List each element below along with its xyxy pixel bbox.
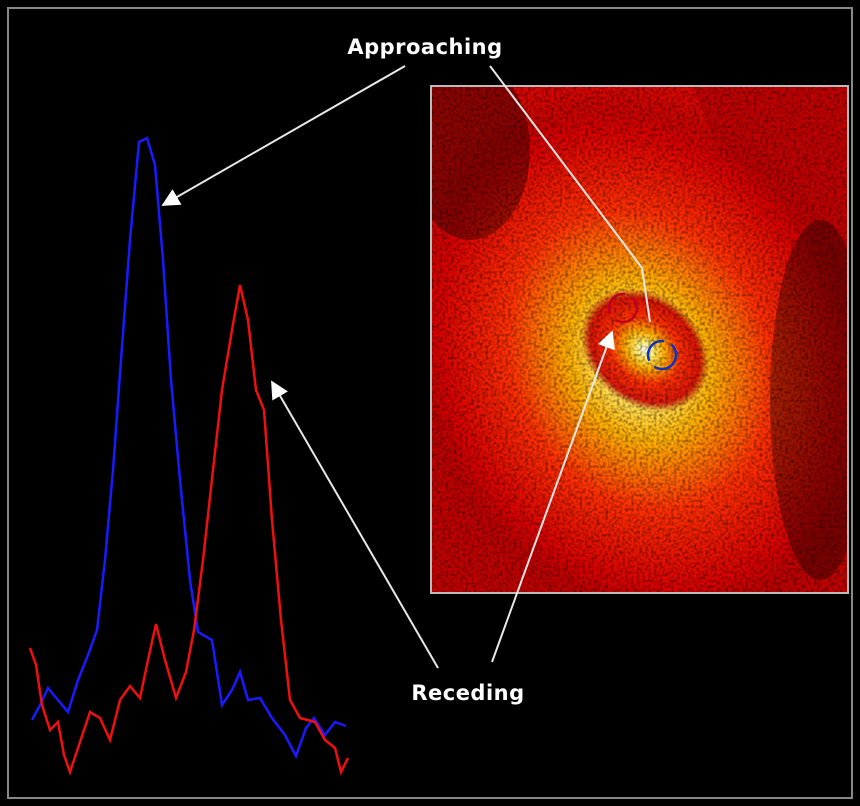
- label: Approaching: [347, 35, 502, 59]
- figure: Approaching Receding: [0, 0, 860, 806]
- label: Receding: [411, 681, 524, 705]
- page: Approaching Receding (() => { const data…: [0, 0, 860, 806]
